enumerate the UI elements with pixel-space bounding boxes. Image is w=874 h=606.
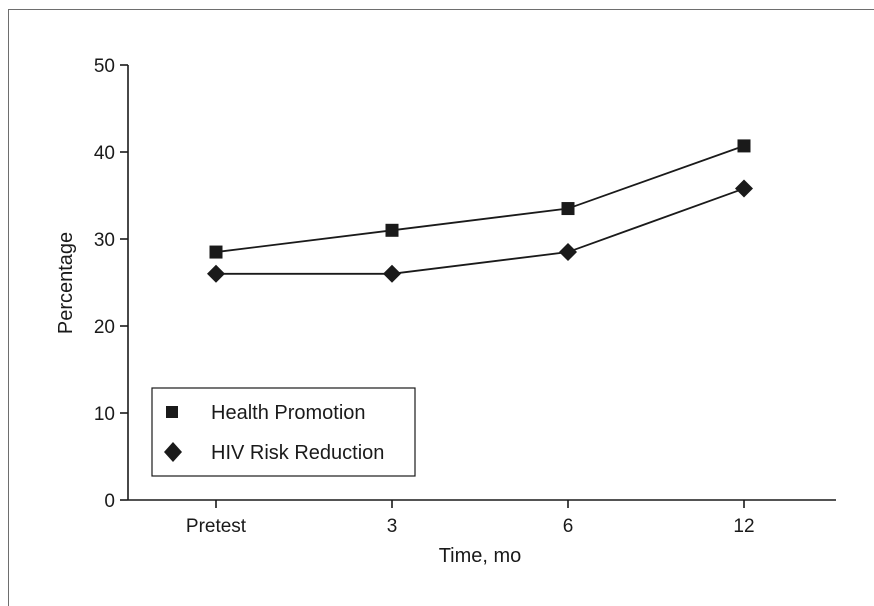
y-axis-label: Percentage — [55, 232, 77, 334]
y-tick-label: 40 — [94, 143, 115, 164]
legend-label-hiv-risk-reduction: HIV Risk Reduction — [211, 442, 384, 464]
y-axis-ticks: 0 10 20 30 40 50 — [94, 56, 128, 512]
y-tick-label: 10 — [94, 404, 115, 425]
x-tick-label: 12 — [733, 516, 754, 537]
x-tick-label: 6 — [563, 516, 574, 537]
data-point-hiv-risk-reduction — [735, 179, 753, 198]
series-line-hiv-risk-reduction — [216, 187, 745, 275]
y-tick-label: 50 — [94, 56, 115, 77]
legend-marker-hiv-risk-reduction — [164, 442, 182, 462]
legend-marker-health-promotion — [166, 406, 178, 418]
series-layer — [207, 139, 753, 283]
data-point-hiv-risk-reduction — [207, 264, 225, 283]
data-point-health-promotion — [209, 245, 223, 259]
series-line-health-promotion — [215, 145, 745, 253]
legend: Health Promotion HIV Risk Reduction — [151, 387, 416, 477]
x-axis-label: Time, mo — [439, 545, 522, 567]
y-tick-label: 30 — [94, 230, 115, 251]
data-point-health-promotion — [385, 223, 399, 237]
x-tick-label: Pretest — [186, 516, 247, 537]
data-point-health-promotion — [737, 139, 751, 153]
legend-box — [151, 387, 416, 477]
data-point-health-promotion — [561, 202, 575, 216]
data-point-hiv-risk-reduction — [383, 264, 401, 283]
y-tick-label: 20 — [94, 317, 115, 338]
x-axis-ticks: Pretest 3 6 12 — [186, 500, 755, 537]
legend-label-health-promotion: Health Promotion — [211, 402, 366, 424]
x-tick-label: 3 — [387, 516, 398, 537]
y-tick-label: 0 — [104, 491, 115, 512]
data-point-hiv-risk-reduction — [559, 243, 577, 262]
